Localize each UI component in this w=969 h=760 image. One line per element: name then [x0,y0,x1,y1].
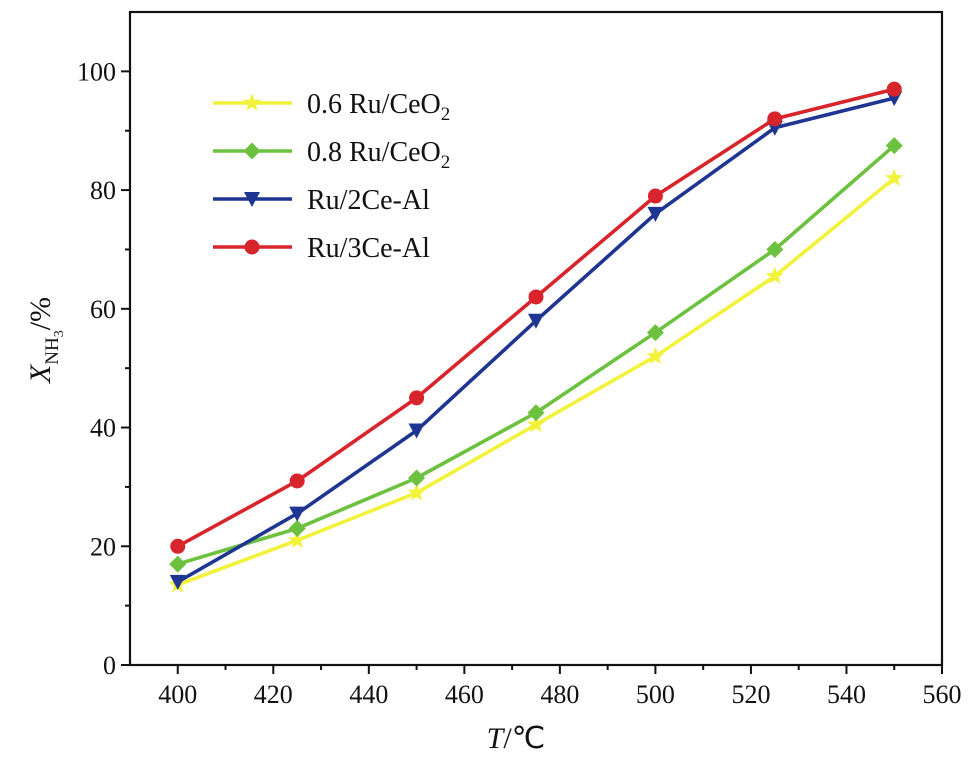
legend-marker [244,192,260,207]
y-axis-title: XNH3/% [24,297,67,384]
data-point [528,313,544,329]
data-point [170,538,186,554]
y-tick-label: 80 [90,176,116,205]
data-point [885,137,903,155]
x-tick-label: 460 [445,680,484,709]
data-point [765,266,784,284]
legend-label: 0.8 Ru/CeO2 [307,137,450,173]
y-tick-label: 60 [90,295,116,324]
legend-item: 0.6 Ru/CeO2 [213,89,450,125]
x-tick-label: 560 [923,680,962,709]
legend-label: Ru/3Ce-Al [307,233,430,264]
data-point [647,188,663,204]
y-tick-label: 100 [77,57,116,86]
x-tick-label: 480 [540,680,579,709]
x-tick-label: 500 [636,680,675,709]
data-point [528,289,544,305]
legend-item: 0.8 Ru/CeO2 [213,137,450,173]
series [169,91,903,590]
series-line [176,96,895,584]
data-point [288,530,307,549]
x-tick-label: 540 [827,680,866,709]
series [169,137,903,573]
data-point [526,415,546,433]
legend-label: Ru/2Ce-Al [307,185,430,216]
x-tick-label: 420 [254,680,293,709]
data-point [646,324,664,342]
plot-frame [128,10,944,667]
data-point [288,519,306,537]
data-point [289,473,305,489]
data-point [885,168,904,186]
legend-marker [242,93,262,111]
legend-label: 0.6 Ru/CeO2 [307,89,450,125]
data-point [767,111,783,127]
legend: 0.6 Ru/CeO2 0.8 Ru/CeO2 Ru/2Ce-Al Ru/3Ce-Al [213,89,450,264]
series-layer [168,81,904,593]
data-point [408,423,425,439]
legend-marker [244,239,260,255]
x-axis-title: T/℃ [487,722,546,755]
y-tick-label: 20 [90,532,116,561]
series-line [177,144,896,566]
y-tick-label: 0 [103,651,116,680]
x-tick-label: 400 [158,680,197,709]
data-point [647,206,664,222]
axes: 400 420 440 460 480 500 520 540 560 0 20 40 60 80 100 [77,57,962,709]
data-point [646,346,665,364]
data-point [408,469,426,487]
data-point [886,81,902,97]
data-point [527,404,545,422]
data-point [409,390,425,406]
data-point [766,240,784,258]
data-point [169,574,186,590]
data-point [407,483,426,501]
data-point [289,506,306,522]
legend-marker [243,142,261,160]
legend-item: Ru/2Ce-Al [213,185,430,216]
data-point [169,555,187,573]
y-tick-label: 40 [90,414,116,443]
x-tick-label: 440 [349,680,388,709]
legend-item: Ru/3Ce-Al [213,233,430,264]
x-tick-label: 520 [731,680,770,709]
series [170,81,902,554]
